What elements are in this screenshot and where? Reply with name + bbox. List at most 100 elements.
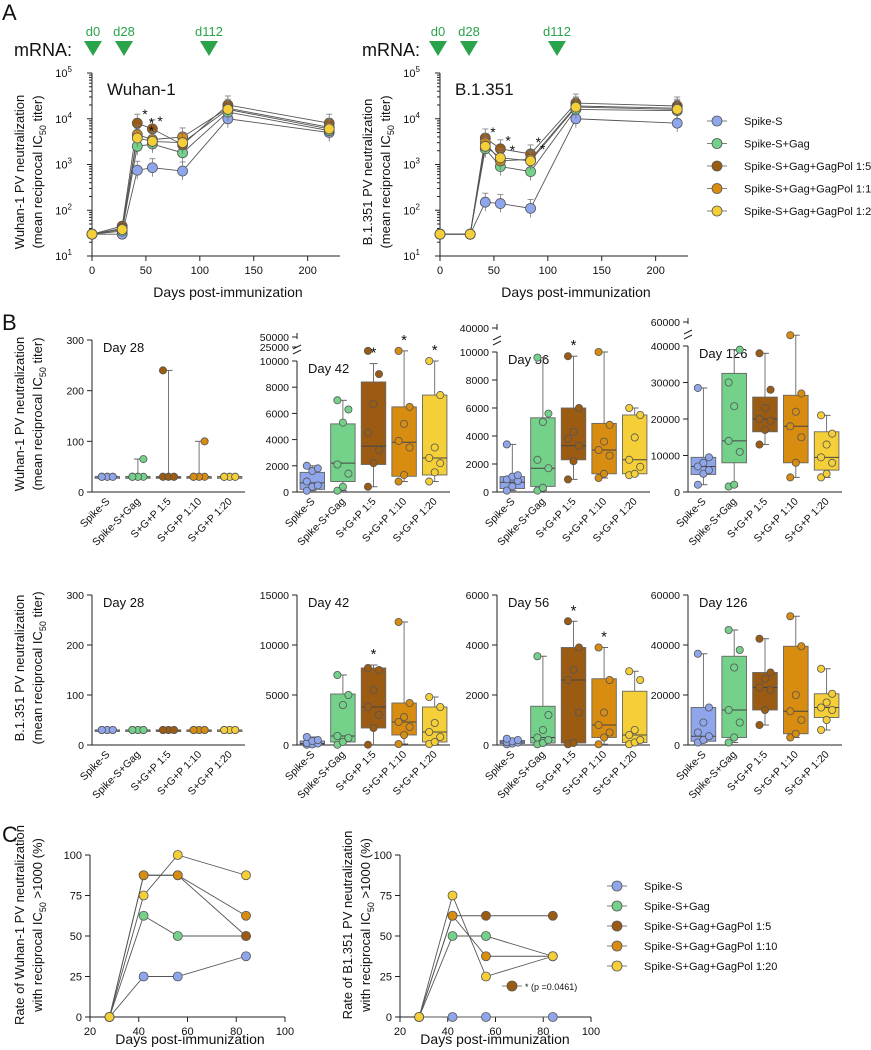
data-point [791,691,800,700]
data-point [544,736,553,745]
y-tick-exponent: 2 [416,202,421,211]
data-point [375,666,384,675]
data-point [730,663,739,672]
data-point [394,346,403,355]
series-line [109,854,247,1018]
data-point [333,460,342,469]
data-point [575,403,584,412]
data-point [502,486,511,495]
legend-marker [611,920,623,932]
data-point [333,486,342,495]
data-point [699,736,708,745]
data-point [513,736,522,745]
ylabel-b-b1351-line1: B.1.351 PV neutralization [12,595,27,742]
x-tick-label: 0 [437,265,443,277]
data-point [394,477,403,486]
data-point [822,469,831,478]
chart-title: Wuhan-1 [107,80,176,99]
box [783,394,809,464]
data-point [436,391,445,400]
x-tick-label: 20 [394,1026,406,1038]
x-tick-label: 50 [488,265,500,277]
data-point [313,481,322,490]
significance-star: * [157,113,163,129]
significance-star: * [142,106,148,122]
data-point [97,726,106,735]
data-point [369,400,378,409]
data-point [828,458,837,467]
y-tick-label: 25 [70,972,82,984]
data-point [761,425,770,434]
ylabel-end: >1000 (%) [358,838,373,902]
xlabel-c-b1351: Days post-immunization [420,1031,569,1047]
mrna-dose-triangle [84,41,102,56]
y-tick-label: 0 [283,487,289,499]
data-point [302,477,311,486]
y-tick-label: 10000 [460,347,489,359]
data-point [766,416,775,425]
data-point [569,666,578,675]
data-point [494,198,506,209]
ylabel-end: titer) [30,591,45,621]
series-line [109,955,247,1018]
data-point [363,703,372,712]
y-tick-label: 105 [403,65,420,80]
y-tick-label: 0 [483,740,489,752]
chart-c-wuhan: 0 25 50 75 100 20 40 60 80 100 [64,850,295,1038]
data-point [693,383,702,392]
data-point [508,482,517,491]
data-point [671,104,683,115]
data-point [131,132,143,144]
data-point [575,708,584,717]
data-point [425,453,434,462]
data-point [786,733,795,742]
data-point [735,345,744,354]
y-tick-label: 20000 [651,414,680,426]
data-point [138,910,149,921]
y-tick-label: 15000 [260,590,289,602]
ylabel-c-b1351: Rate of B1.351 PV neutralization with re… [340,831,376,1020]
data-point [605,451,614,460]
ylabel-sub: 50 [366,902,376,912]
y-tick-exponent: 2 [68,202,73,211]
data-point [594,445,603,454]
axis-break-mark [683,329,693,335]
data-point [625,403,634,412]
data-point [533,353,542,362]
y-tick-label: 103 [403,157,420,172]
data-point [447,931,458,941]
data-point [177,165,188,177]
legend-marker [711,183,723,194]
axis-break-mark [492,340,502,346]
xlabel-a-wuhan: Days post-immunization [153,284,302,300]
x-tick-label: 100 [276,1026,294,1038]
box [530,417,556,487]
data-point [344,405,353,414]
data-point [735,718,744,727]
y-tick-label: 0 [483,487,489,499]
data-point [405,723,414,732]
mrna-dose-label: d112 [543,24,571,39]
y-tick-exponent: 1 [68,248,73,257]
data-point [241,910,251,921]
data-point [146,162,158,174]
data-point [755,349,764,358]
legend-marker [611,940,623,952]
data-point [786,707,795,716]
data-point [822,440,831,449]
x-tick-label: 40 [133,1026,145,1038]
data-point [502,734,511,743]
axis-break-mark [683,334,693,340]
data-point [544,464,553,473]
data-point [189,472,198,481]
data-point [755,683,764,692]
data-point [405,699,414,708]
legend-label: Spike-S+Gag+GagPol 1:20 [744,206,871,218]
box [591,678,617,738]
data-point [699,458,708,467]
data-point [464,228,476,240]
data-point [605,676,614,685]
y-tick-label: 101 [55,248,72,263]
